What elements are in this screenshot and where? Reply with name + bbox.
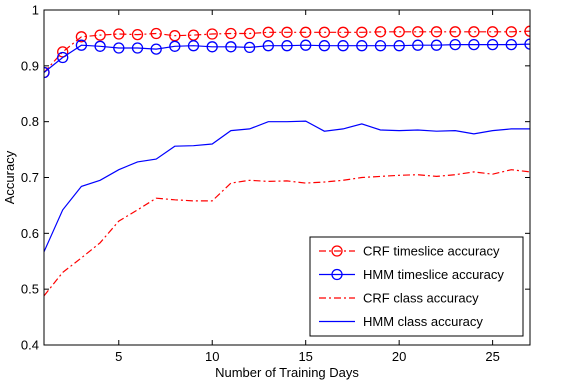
data-point (225, 41, 237, 53)
series-line-3 (44, 169, 530, 297)
data-point (300, 39, 312, 51)
plot-area (44, 25, 530, 297)
data-point (356, 26, 368, 38)
data-point (468, 38, 480, 51)
legend: CRF timeslice accuracy HMM timeslice accu… (309, 236, 524, 337)
data-point (449, 38, 461, 51)
series-line-4 (44, 120, 530, 253)
data-point (206, 41, 218, 53)
data-point (300, 26, 312, 38)
data-point (169, 40, 181, 52)
data-point (393, 26, 405, 38)
data-point (150, 27, 162, 40)
legend-item-4: HMM class accuracy (319, 314, 483, 329)
legend-marker (331, 268, 343, 281)
series-2 (44, 38, 530, 79)
data-point (430, 39, 443, 51)
data-point (374, 26, 387, 38)
data-point (486, 26, 499, 38)
data-point (356, 40, 368, 52)
data-point (206, 28, 218, 40)
data-point (505, 26, 517, 38)
axes: 5 10 15 20 25 0.4 0.5 0.6 0.7 0.8 0.9 1 (21, 3, 531, 364)
data-point (318, 40, 331, 52)
data-point (243, 27, 256, 40)
legend-label: HMM timeslice accuracy (363, 267, 504, 282)
data-point (393, 40, 405, 52)
legend-item-3: CRF class accuracy (319, 291, 479, 306)
data-point (412, 26, 424, 38)
legend-marker (331, 245, 343, 257)
legend-box (309, 236, 524, 337)
data-point (524, 38, 530, 50)
data-point (505, 38, 517, 51)
data-point (94, 29, 106, 41)
x-tick-label: 25 (485, 349, 499, 364)
data-point (337, 40, 349, 52)
data-point (281, 26, 293, 38)
data-point (468, 26, 480, 38)
x-tick-label: 5 (115, 349, 122, 364)
data-point (75, 39, 88, 51)
x-tick-label: 10 (205, 349, 219, 364)
data-point (449, 26, 461, 38)
series-line-2 (44, 43, 530, 73)
y-tick-label: 0.6 (21, 226, 39, 241)
data-point (75, 31, 88, 43)
data-point (318, 26, 331, 38)
data-point (44, 66, 50, 79)
data-point (131, 28, 144, 41)
legend-label: HMM class accuracy (363, 314, 483, 329)
series-3 (44, 169, 530, 297)
legend-label: CRF timeslice accuracy (363, 244, 500, 259)
y-tick-label: 1 (32, 3, 39, 18)
y-axis-label: Accuracy (2, 150, 17, 204)
data-point (225, 27, 237, 40)
data-point (113, 42, 125, 54)
x-tick-label: 15 (298, 349, 312, 364)
data-point (281, 40, 293, 52)
y-tick-label: 0.9 (21, 58, 39, 73)
data-point (374, 40, 387, 52)
legend-item-1: CRF timeslice accuracy (319, 244, 500, 259)
data-point (187, 40, 200, 52)
legend-label: CRF class accuracy (363, 291, 479, 306)
series-line-1 (44, 30, 530, 73)
x-tick-label: 20 (392, 349, 406, 364)
data-point (150, 43, 162, 55)
data-point (94, 40, 106, 52)
data-point (57, 51, 69, 64)
data-point (412, 39, 424, 51)
y-tick-label: 0.8 (21, 114, 39, 129)
data-point (430, 26, 443, 38)
data-point (337, 26, 349, 38)
y-tick-label: 0.5 (21, 282, 39, 297)
data-point (262, 26, 274, 38)
x-axis-label: Number of Training Days (215, 365, 359, 380)
data-point (486, 38, 499, 51)
y-tick-label: 0.7 (21, 170, 39, 185)
y-tick-label: 0.4 (21, 338, 39, 353)
data-point (262, 40, 274, 52)
series-4 (44, 120, 530, 253)
legend-item-2: HMM timeslice accuracy (319, 267, 504, 282)
data-point (131, 42, 144, 54)
data-point (113, 28, 125, 40)
data-point (524, 25, 530, 37)
data-point (243, 41, 256, 54)
